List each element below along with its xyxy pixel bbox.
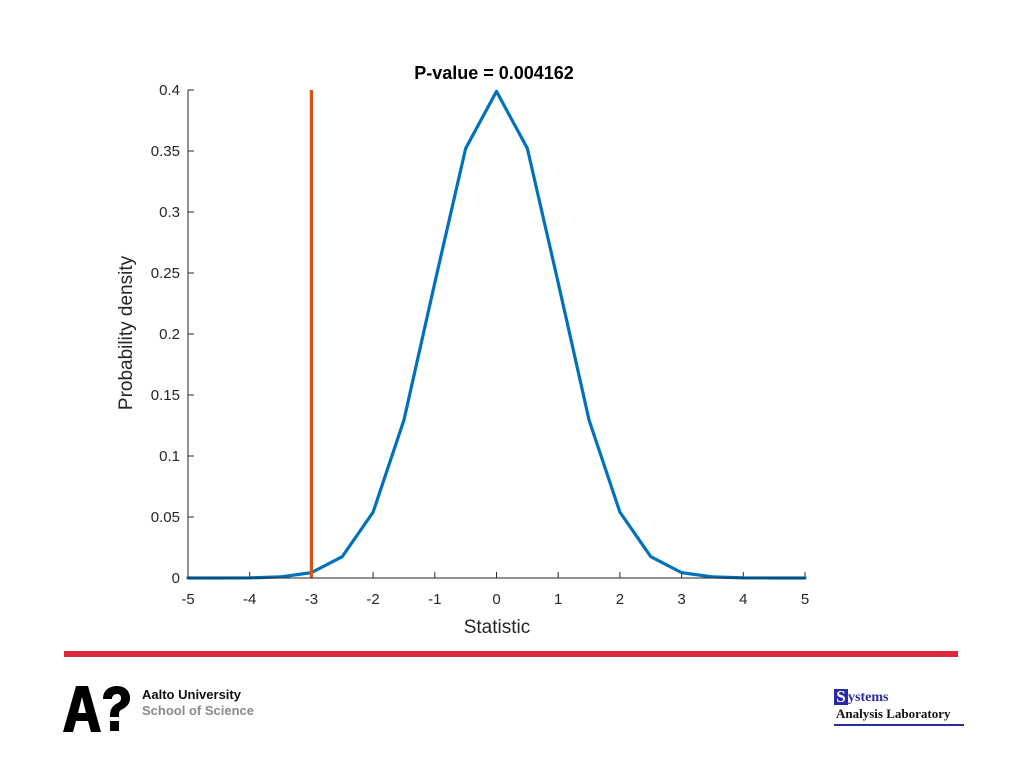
x-tick-label: -5	[181, 591, 194, 608]
y-tick-label: 0.1	[159, 448, 180, 465]
y-tick-label: 0.4	[159, 82, 180, 99]
y-tick-label: 0.3	[159, 204, 180, 221]
x-tick-label: -3	[305, 591, 318, 608]
systems-analysis-laboratory-logo: S ystems Analysis Laboratory	[834, 688, 966, 728]
x-tick-label: 4	[739, 591, 747, 608]
y-tick-label: 0.2	[159, 326, 180, 343]
aalto-logo: Aalto University School of Science	[63, 686, 254, 732]
y-tick-label: 0	[172, 570, 180, 587]
x-tick-label: -4	[243, 591, 256, 608]
sal-underline	[834, 724, 964, 726]
y-axis-label: Probability density	[116, 255, 137, 410]
x-tick-label: -2	[366, 591, 379, 608]
footer-divider	[64, 651, 958, 657]
aalto-a-question-icon	[63, 686, 130, 732]
school-of-science-label: School of Science	[142, 703, 254, 718]
ticks-layer: -5 -4 -3 -2 -1 0 1 2 3 4 5 0 0.05 0.1 0.15 0.2 0.25 0.3 0.…	[151, 82, 809, 608]
chart: -5 -4 -3 -2 -1 0 1 2 3 4 5 0 0.05 0.1 0.15 0.2 0.25 0.3 0.…	[116, 63, 809, 638]
y-tick-label: 0.15	[151, 387, 180, 404]
x-axis-label: Statistic	[464, 617, 531, 638]
x-tick-label: 0	[492, 591, 500, 608]
aalto-university-label: Aalto University	[142, 687, 241, 702]
y-tick-label: 0.25	[151, 265, 180, 282]
y-tick-label: 0.35	[151, 143, 180, 160]
chart-title: P-value = 0.004162	[414, 63, 574, 83]
sal-lab-label: Analysis Laboratory	[836, 706, 951, 721]
x-tick-label: 1	[554, 591, 562, 608]
y-tick-label: 0.05	[151, 509, 180, 526]
sal-initial: S	[834, 688, 848, 705]
sal-systems-label: ystems	[848, 690, 889, 705]
x-tick-label: 2	[616, 591, 624, 608]
x-tick-label: 5	[801, 591, 809, 608]
density-curve	[186, 89, 807, 580]
x-tick-label: -1	[428, 591, 441, 608]
series-layer	[186, 89, 807, 580]
x-tick-label: 3	[677, 591, 685, 608]
